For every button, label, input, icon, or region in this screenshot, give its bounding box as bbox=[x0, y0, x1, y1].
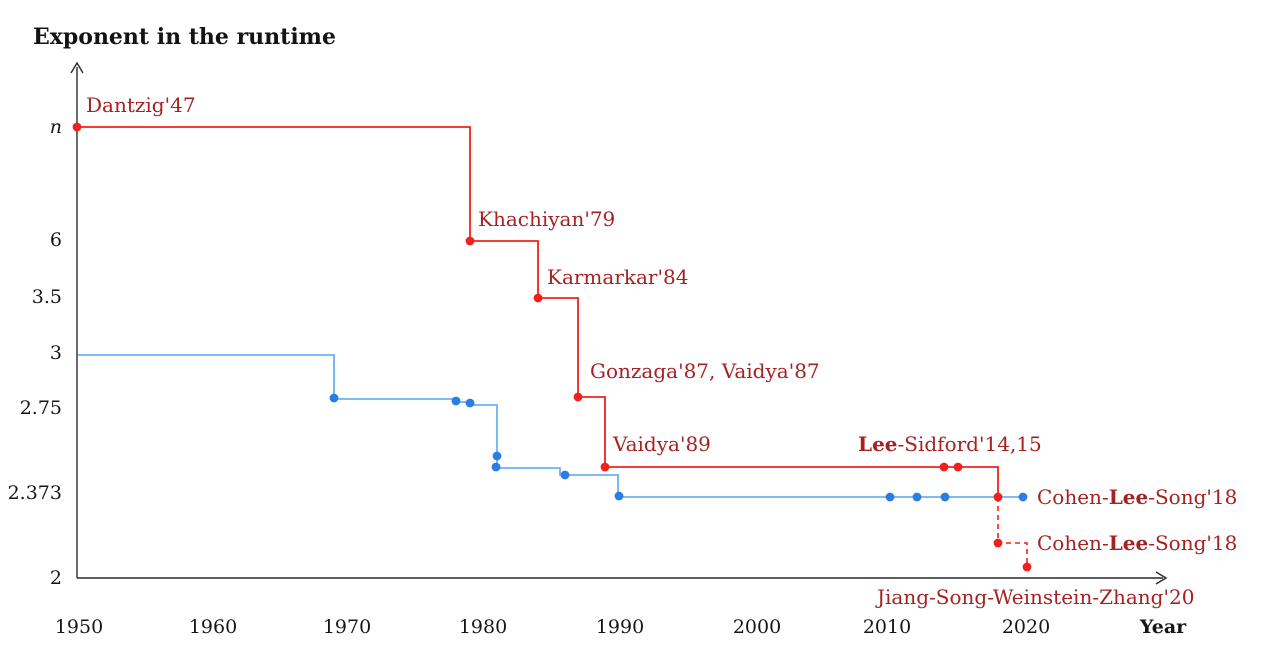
y-tick-label-3: 3 bbox=[50, 342, 62, 364]
x-tick-label-2020: 2020 bbox=[1002, 616, 1050, 638]
omega-point-2020 bbox=[1018, 492, 1028, 502]
label-vaidya-89: Vaidya'89 bbox=[612, 432, 711, 456]
point-cohen-lee-song-18 bbox=[993, 492, 1003, 502]
x-tick-label-year: Year bbox=[1139, 616, 1187, 638]
omega-point-1969 bbox=[329, 393, 339, 403]
x-tick-label-1950: 1950 bbox=[55, 616, 103, 638]
x-tick-label-2000: 2000 bbox=[733, 616, 781, 638]
omega-point-2012 bbox=[912, 492, 922, 502]
x-tick-label-1980: 1980 bbox=[459, 616, 507, 638]
label-cohen-lee-song-18: Cohen-Lee-Song'18 bbox=[1037, 485, 1237, 509]
point-dantzig-47 bbox=[72, 122, 82, 132]
point-karmarkar-84 bbox=[533, 293, 543, 303]
y-tick-label-n: n bbox=[50, 116, 62, 138]
lp-exponent-dashed-line bbox=[997, 497, 1028, 567]
label-dantzig-47: Dantzig'47 bbox=[86, 93, 196, 117]
omega-point-1986 bbox=[560, 470, 570, 480]
x-tick-label-1970: 1970 bbox=[323, 616, 371, 638]
label-cohen-lee-song-18-second: Cohen-Lee-Song'18 bbox=[1037, 531, 1237, 555]
label-gonzaga-vaidya-87: Gonzaga'87, Vaidya'87 bbox=[590, 359, 820, 383]
point-gonzaga-vaidya-87 bbox=[573, 392, 583, 402]
y-tick-label-2.373: 2.373 bbox=[8, 482, 62, 504]
omega-point-1981 bbox=[492, 451, 502, 461]
label-jiang-song-weinstein-zhang-20: Jiang-Song-Weinstein-Zhang'20 bbox=[875, 585, 1194, 609]
x-tick-label-2010: 2010 bbox=[863, 616, 911, 638]
label-karmarkar-84: Karmarkar'84 bbox=[547, 265, 688, 289]
omega-point-1982 bbox=[491, 462, 501, 472]
chart-title: Exponent in the runtime bbox=[33, 24, 336, 50]
omega-point-2014 bbox=[940, 492, 950, 502]
point-lee-sidford-14 bbox=[939, 462, 949, 472]
point-khachiyan-79 bbox=[465, 236, 475, 246]
y-tick-label-3.5: 3.5 bbox=[32, 286, 62, 308]
y-tick-label-6: 6 bbox=[50, 229, 62, 251]
x-tick-label-1960: 1960 bbox=[189, 616, 237, 638]
point-vaidya-89 bbox=[600, 462, 610, 472]
omega-point-1978 bbox=[451, 396, 461, 406]
omega-point-2010 bbox=[885, 492, 895, 502]
omega-point-1990 bbox=[614, 491, 624, 501]
y-axis-arrowhead-icon bbox=[70, 61, 84, 74]
y-tick-label-2: 2 bbox=[50, 567, 62, 589]
x-axis-arrowhead-icon bbox=[1155, 571, 1168, 585]
point-lee-sidford-15 bbox=[953, 462, 963, 472]
lp-exponent-line bbox=[77, 126, 999, 497]
omega-point-1979 bbox=[465, 398, 475, 408]
point-cohen-lee-song-18-second bbox=[993, 538, 1003, 548]
label-lee-sidford-14-15: Lee-Sidford'14,15 bbox=[858, 432, 1042, 456]
omega-line bbox=[78, 354, 1023, 498]
point-jiang-song-weinstein-zhang-20 bbox=[1022, 562, 1032, 572]
x-tick-label-1990: 1990 bbox=[596, 616, 644, 638]
y-tick-label-2.75: 2.75 bbox=[20, 397, 62, 419]
label-khachiyan-79: Khachiyan'79 bbox=[478, 207, 615, 231]
